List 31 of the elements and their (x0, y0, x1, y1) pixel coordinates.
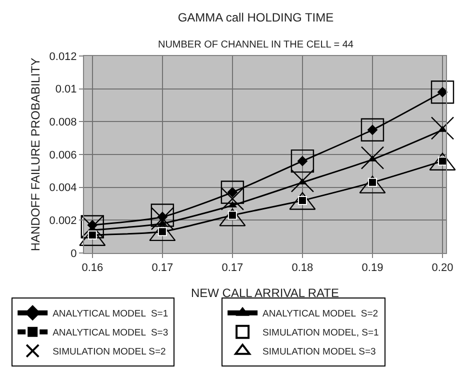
point (290, 149, 314, 173)
y-axis-title: HANDOFF FAILURE PROBABILITY (28, 58, 43, 252)
x-tick-label: 0.20 (432, 262, 454, 274)
chart-title: GAMMA call HOLDING TIME (178, 10, 334, 25)
point (220, 180, 244, 204)
y-tick-label: 0.012 (49, 50, 77, 63)
legend-label: SIMULATION MODEL S=3 (262, 346, 376, 358)
legend-label: SIMULATION MODEL S=2 (52, 346, 166, 358)
point (88, 230, 97, 240)
x-axis-title: NEW CALL ARRIVAL RATE (190, 286, 340, 300)
y-tick-label: 0 (70, 248, 77, 260)
point (290, 169, 314, 192)
x-tick-label: 0.17 (152, 262, 174, 274)
x-tick-label: 0.19 (362, 262, 384, 274)
y-tick-label: 0.002 (49, 215, 77, 228)
legend-label: ANALYTICAL MODEL S=3 (52, 328, 168, 339)
legend-label: ANALYTICAL MODEL S=1 (52, 308, 168, 320)
y-tick-label: 0.004 (49, 182, 77, 194)
x-tick-label: 0.17 (222, 262, 244, 274)
point (150, 204, 174, 227)
point (360, 146, 384, 170)
x-tick-label: 0.16 (82, 262, 104, 274)
point (430, 116, 454, 140)
y-tick-label: 0.006 (49, 149, 77, 162)
y-tick-label: 0.01 (55, 84, 77, 96)
y-tick-label: 0.008 (49, 116, 77, 129)
legend-label: SIMULATION MODEL, S=1 (262, 328, 379, 339)
legend-label: ANALYTICAL MODEL S=2 (262, 308, 378, 320)
x-tick-label: 0.18 (292, 262, 314, 274)
chart-subtitle: NUMBER OF CHANNEL IN THE CELL = 44 (158, 40, 354, 51)
point (430, 80, 454, 104)
